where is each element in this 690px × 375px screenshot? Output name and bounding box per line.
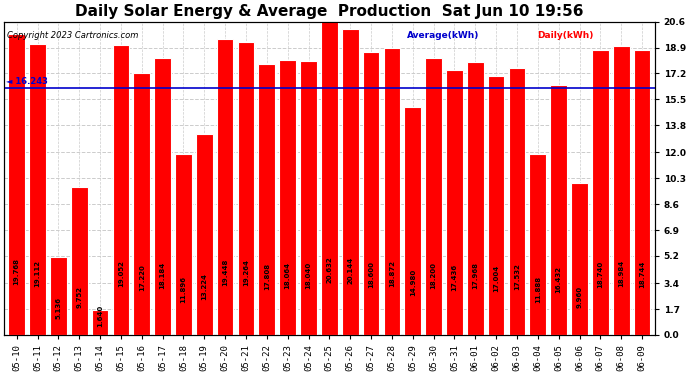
Text: 5.136: 5.136 xyxy=(55,297,61,319)
Bar xyxy=(488,76,504,335)
Text: 18.600: 18.600 xyxy=(368,261,374,288)
Bar xyxy=(196,134,213,335)
Bar xyxy=(529,154,546,335)
Bar xyxy=(8,34,25,335)
Bar xyxy=(342,28,359,335)
Bar xyxy=(133,73,150,335)
Text: 1.640: 1.640 xyxy=(97,304,103,327)
Bar xyxy=(112,45,129,335)
Text: 20.632: 20.632 xyxy=(326,256,333,284)
Text: 19.448: 19.448 xyxy=(222,259,228,286)
Text: 18.744: 18.744 xyxy=(639,260,645,288)
Text: 19.052: 19.052 xyxy=(118,260,124,287)
Text: 17.532: 17.532 xyxy=(514,264,520,290)
Text: 11.896: 11.896 xyxy=(181,276,186,303)
Bar xyxy=(571,183,588,335)
Text: 18.184: 18.184 xyxy=(159,262,166,289)
Bar xyxy=(279,60,296,335)
Bar xyxy=(217,39,233,335)
Text: 19.112: 19.112 xyxy=(34,260,41,287)
Text: ◄ 16.243: ◄ 16.243 xyxy=(6,78,48,87)
Text: 18.872: 18.872 xyxy=(389,260,395,287)
Bar xyxy=(175,154,192,335)
Bar xyxy=(446,70,463,335)
Text: 18.984: 18.984 xyxy=(618,260,624,287)
Bar xyxy=(551,85,567,335)
Bar xyxy=(155,58,171,335)
Text: 17.220: 17.220 xyxy=(139,264,145,291)
Text: 17.004: 17.004 xyxy=(493,264,499,292)
Text: 17.968: 17.968 xyxy=(472,262,478,290)
Bar xyxy=(425,58,442,335)
Text: 13.224: 13.224 xyxy=(201,273,207,300)
Bar xyxy=(404,107,421,335)
Text: 17.436: 17.436 xyxy=(451,264,457,291)
Text: 18.064: 18.064 xyxy=(285,262,290,289)
Text: 19.768: 19.768 xyxy=(14,258,20,285)
Bar xyxy=(50,257,67,335)
Bar xyxy=(321,21,337,335)
Bar xyxy=(71,187,88,335)
Text: 19.264: 19.264 xyxy=(243,260,249,286)
Bar xyxy=(384,48,400,335)
Text: 20.144: 20.144 xyxy=(347,257,353,284)
Bar xyxy=(613,46,629,335)
Title: Daily Solar Energy & Average  Production  Sat Jun 10 19:56: Daily Solar Energy & Average Production … xyxy=(75,4,584,19)
Bar xyxy=(467,62,484,335)
Text: 18.740: 18.740 xyxy=(598,260,603,288)
Text: 18.040: 18.040 xyxy=(306,262,311,289)
Bar xyxy=(633,50,651,335)
Text: 14.980: 14.980 xyxy=(410,269,416,296)
Bar xyxy=(363,52,380,335)
Text: 18.200: 18.200 xyxy=(431,262,437,289)
Bar xyxy=(300,61,317,335)
Text: Daily(kWh): Daily(kWh) xyxy=(538,31,594,40)
Text: 11.888: 11.888 xyxy=(535,276,541,303)
Text: 9.752: 9.752 xyxy=(76,286,82,308)
Bar xyxy=(592,50,609,335)
Text: Average(kWh): Average(kWh) xyxy=(407,31,480,40)
Text: 17.808: 17.808 xyxy=(264,262,270,290)
Bar xyxy=(509,68,525,335)
Bar xyxy=(92,310,108,335)
Bar xyxy=(237,42,255,335)
Text: 9.960: 9.960 xyxy=(577,285,582,308)
Text: 16.432: 16.432 xyxy=(555,266,562,293)
Bar xyxy=(29,44,46,335)
Bar xyxy=(259,64,275,335)
Text: Copyright 2023 Cartronics.com: Copyright 2023 Cartronics.com xyxy=(8,31,139,40)
